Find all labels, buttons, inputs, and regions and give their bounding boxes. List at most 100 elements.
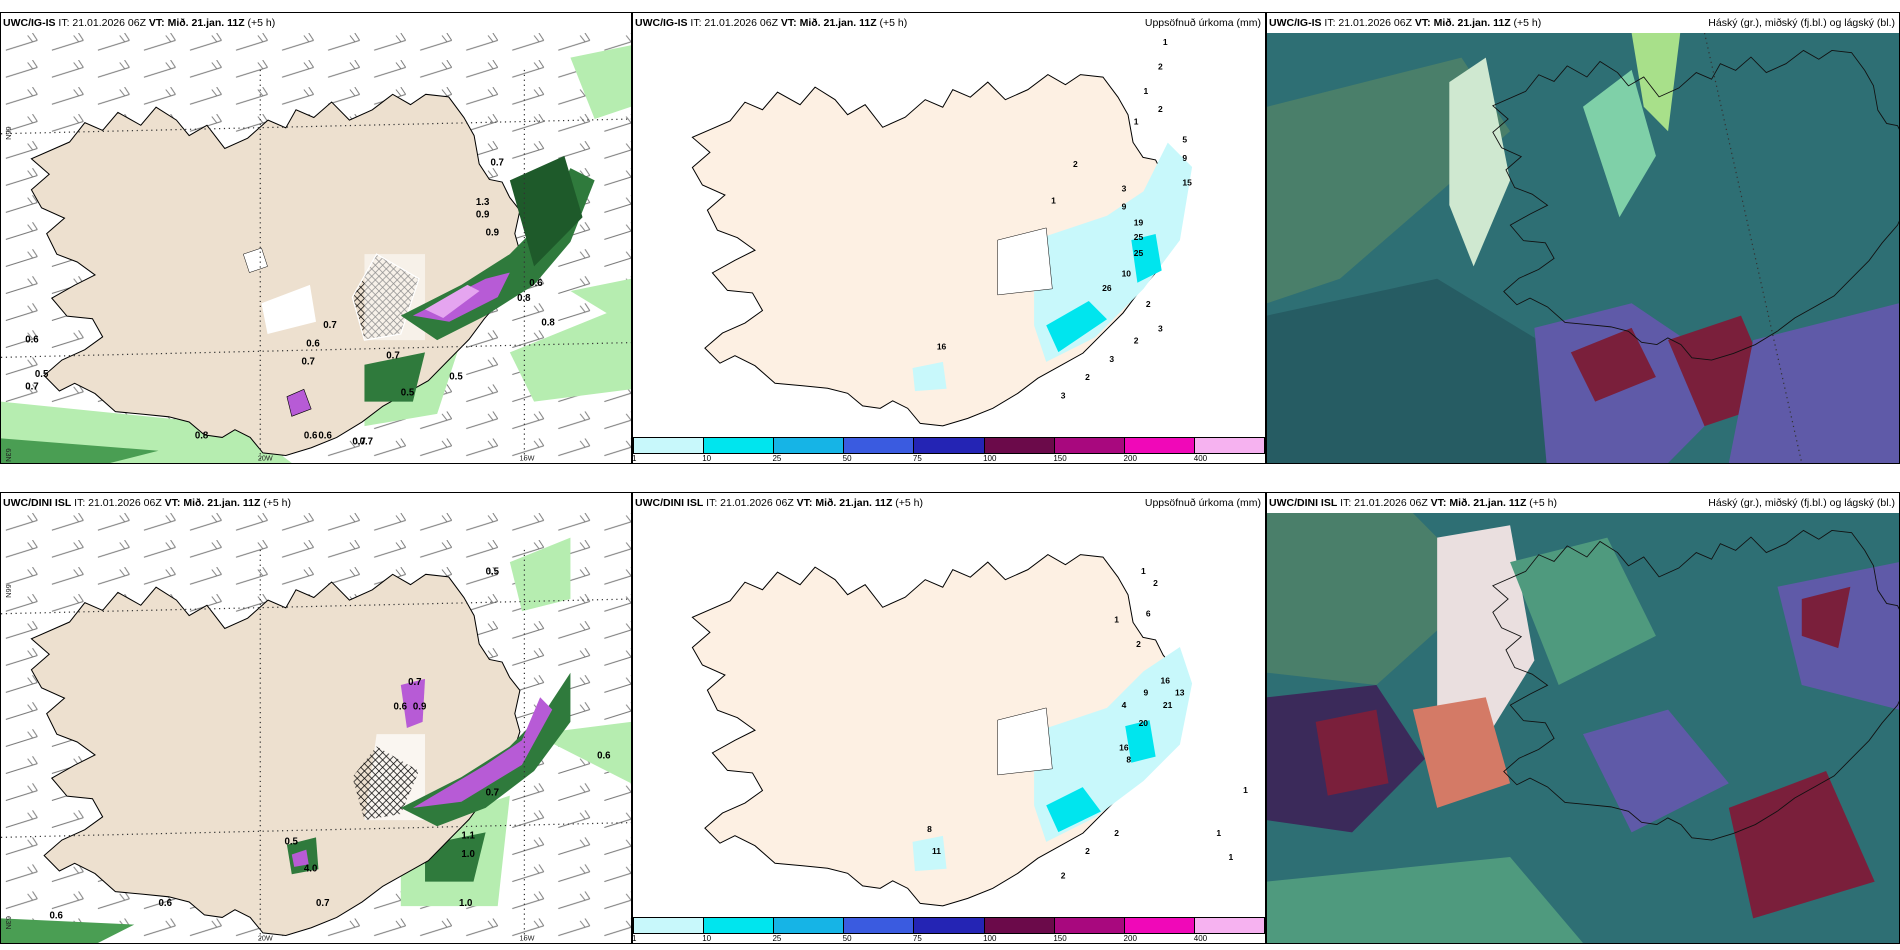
- value-label: 8: [927, 824, 932, 834]
- panel-header: UWC/IG-IS IT: 21.01.2026 06Z VT: Mið. 21…: [1, 13, 631, 33]
- value-label: 0.7: [386, 351, 399, 362]
- value-label: 0.5: [35, 369, 49, 380]
- panel-header: UWC/IG-IS IT: 21.01.2026 06Z VT: Mið. 21…: [1267, 13, 1899, 33]
- value-label: 1: [1229, 852, 1234, 862]
- value-label: 0.8: [541, 317, 555, 328]
- value-label: 0.8: [517, 293, 531, 304]
- value-label: 0.7: [408, 677, 421, 688]
- value-label: 1.0: [459, 898, 473, 909]
- value-label: 15: [1182, 177, 1192, 187]
- colorbar-tick: 25: [772, 454, 782, 463]
- colorbar-tick: 10: [702, 454, 712, 463]
- panel-igis-precip: UWC/IG-IS IT: 21.01.2026 06Z VT: Mið. 21…: [632, 12, 1266, 464]
- precip-band-se: [400, 672, 571, 827]
- value-label: 2: [1085, 372, 1090, 382]
- lon-label: 20W: [258, 933, 273, 942]
- value-label: 2: [1134, 336, 1139, 346]
- value-label: 0.6: [597, 751, 611, 762]
- colorbar-cell: [914, 438, 985, 453]
- colorbar-cell: [704, 918, 775, 933]
- value-label: 1: [1216, 828, 1221, 838]
- colorbar-tick: 100: [983, 454, 997, 463]
- value-label: 0.9: [413, 702, 427, 713]
- colorbar-cell: [914, 918, 985, 933]
- value-label: 19: [1134, 217, 1144, 227]
- panel-dini-precip: UWC/DINI ISL IT: 21.01.2026 06Z VT: Mið.…: [632, 492, 1266, 944]
- value-label: 1.3: [476, 197, 490, 208]
- panel-header: UWC/DINI ISL IT: 21.01.2026 06Z VT: Mið.…: [633, 493, 1265, 513]
- value-label: 1: [1243, 785, 1248, 795]
- value-label: 20: [1139, 718, 1149, 728]
- value-label: 4: [1122, 700, 1127, 710]
- value-label: 0.9: [476, 209, 490, 220]
- colorbar-cell: [1054, 918, 1125, 933]
- value-label: 2: [1146, 299, 1151, 309]
- value-label: 0.9: [486, 228, 500, 239]
- precip-colorbar: 1 10 25 50 75 100 150 200 400: [633, 915, 1265, 943]
- value-label: 1.1: [461, 831, 475, 842]
- value-label: 2: [1085, 846, 1090, 856]
- value-label: 0.7: [360, 437, 373, 448]
- value-label: 3: [1158, 323, 1163, 333]
- colorbar-tick: 150: [1053, 454, 1067, 463]
- colorbar-cell: [984, 438, 1055, 453]
- colorbar-tick: 100: [983, 934, 997, 943]
- cloud-cover-map: [1267, 513, 1899, 943]
- panel-igis-wind: UWC/IG-IS IT: 21.01.2026 06Z VT: Mið. 21…: [0, 12, 632, 464]
- colorbar-cell: [634, 918, 705, 933]
- lat-label: 66N: [4, 126, 13, 140]
- colorbar-cell: [844, 438, 915, 453]
- value-label: 16: [1160, 676, 1170, 686]
- colorbar-cell: [1124, 918, 1195, 933]
- colorbar-tick: 200: [1123, 934, 1137, 943]
- value-label: 2: [1158, 62, 1163, 72]
- value-label: 0.5: [401, 387, 415, 398]
- colorbar-tick: 10: [702, 934, 712, 943]
- precip-band-se: [364, 155, 595, 402]
- lat-label: 63N: [4, 448, 13, 462]
- value-label: 26: [1102, 283, 1112, 293]
- value-label: 2: [1153, 578, 1158, 588]
- value-label: 9: [1122, 202, 1127, 212]
- value-label: 8: [1126, 755, 1131, 765]
- value-label: 0.6: [49, 910, 63, 921]
- value-label: 0.5: [449, 371, 463, 382]
- lon-label: 20W: [258, 453, 273, 462]
- colorbar-cell: [1124, 438, 1195, 453]
- colorbar-tick: 1: [632, 454, 637, 463]
- panel-dini-clouds: UWC/DINI ISL IT: 21.01.2026 06Z VT: Mið.…: [1266, 492, 1900, 944]
- value-label: 6: [1146, 609, 1151, 619]
- colorbar-cell: [704, 438, 775, 453]
- value-label: 0.6: [159, 898, 173, 909]
- value-label: 0.7: [316, 898, 329, 909]
- colorbar-tick: 75: [912, 454, 922, 463]
- colorbar-cell: [844, 918, 915, 933]
- lon-label: 15W: [520, 453, 535, 462]
- value-label: 0.6: [318, 430, 332, 441]
- colorbar-cell: [774, 438, 845, 453]
- value-label: 0.6: [394, 702, 408, 713]
- colorbar-cell: [1194, 918, 1264, 933]
- value-label: 11: [932, 846, 941, 856]
- colorbar-tick: 25: [772, 934, 782, 943]
- lon-label: 15W: [520, 933, 535, 942]
- value-label: 0.7: [486, 788, 499, 799]
- wind-precip-map: 20W 15W 66N 63N 0.7 0.9 1.3 0.8 0.8 0.6 0.9 0.7…: [1, 33, 631, 463]
- value-label: 3: [1061, 390, 1066, 400]
- value-label: 1: [1143, 86, 1148, 96]
- colorbar-cell: [774, 918, 845, 933]
- wind-precip-map: 20W 15W 66N 63N 0.5 0.7 0.6 0.7 0.6 1.1 1.0 0.5…: [1, 513, 631, 943]
- value-label: 3: [1122, 183, 1127, 193]
- value-label: 0.7: [25, 381, 38, 392]
- value-label: 1: [1163, 37, 1168, 47]
- value-label: 1.0: [461, 849, 475, 860]
- precip-colorbar: 1 10 25 50 75 100 150 200 400: [633, 435, 1265, 463]
- value-label: 0.6: [25, 335, 39, 346]
- colorbar-tick: 50: [842, 934, 852, 943]
- value-label: 0.6: [306, 338, 320, 349]
- colorbar-tick: 150: [1053, 934, 1067, 943]
- colorbar-tick: 400: [1193, 454, 1208, 463]
- panel-header: UWC/DINI ISL IT: 21.01.2026 06Z VT: Mið.…: [1, 493, 631, 513]
- value-label: 10: [1122, 269, 1132, 279]
- panel-header: UWC/IG-IS IT: 21.01.2026 06Z VT: Mið. 21…: [633, 13, 1265, 33]
